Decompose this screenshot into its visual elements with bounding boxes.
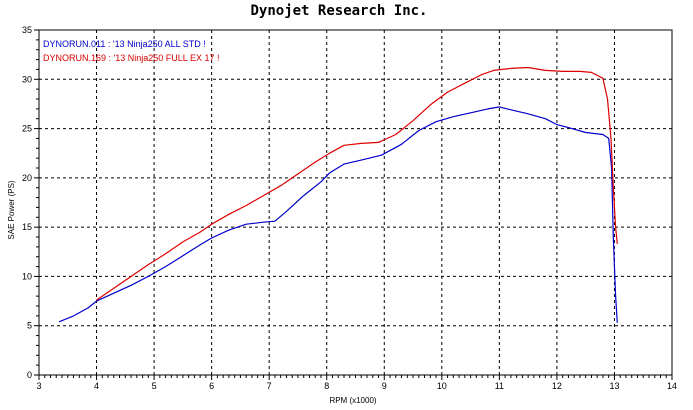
x-tick-label: 5 [152, 381, 157, 391]
series-line-full-ex [96, 66, 618, 301]
y-tick-label: 25 [22, 124, 32, 134]
legend-entry-std: DYNORUN.011 : '13 Ninja250 ALL STD ! [43, 39, 206, 49]
x-tick-label: 7 [267, 381, 272, 391]
series-line-std [58, 106, 618, 323]
y-tick-label: 35 [22, 25, 32, 35]
chart-title: Dynojet Research Inc. [250, 3, 427, 19]
x-tick-label: 12 [552, 381, 562, 391]
series-lines [58, 66, 618, 323]
y-tick-label: 30 [22, 74, 32, 84]
x-tick-label: 10 [437, 381, 447, 391]
x-axis-label: RPM (x1000) [329, 396, 376, 405]
x-tick-label: 9 [382, 381, 387, 391]
y-tick-label: 20 [22, 173, 32, 183]
x-tick-label: 13 [609, 381, 619, 391]
x-tick-label: 3 [36, 381, 41, 391]
plot-frame [38, 29, 673, 376]
y-tick-label: 15 [22, 222, 32, 232]
x-tick-label: 11 [495, 381, 504, 391]
x-tick-label: 4 [94, 381, 99, 391]
x-tick-label: 6 [209, 381, 214, 391]
x-tick-label: 14 [667, 381, 677, 391]
y-tick-label: 0 [27, 370, 32, 380]
y-tick-label: 5 [27, 321, 32, 331]
legend-entry-full-ex: DYNORUN.169 : '13 Ninja250 FULL EX 17 ! [43, 53, 219, 63]
legend: DYNORUN.011 : '13 Ninja250 ALL STD ! DYN… [43, 39, 219, 63]
grid-lines [39, 30, 672, 375]
x-tick-label: 8 [324, 381, 329, 391]
y-tick-label: 10 [22, 271, 32, 281]
y-axis-label: SAE Power (PS) [7, 180, 16, 239]
axis-ticks: 3 4 5 6 7 8 9 10 11 12 13 14 0 5 10 15 20 25 30 35 [22, 25, 677, 391]
